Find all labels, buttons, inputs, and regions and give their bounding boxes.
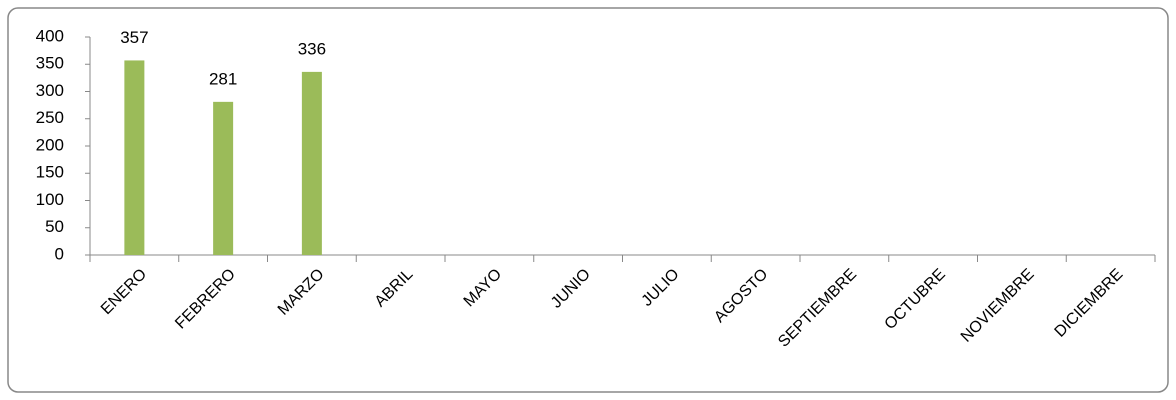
chart-frame	[7, 7, 1169, 393]
y-tick-label: 150	[36, 163, 64, 182]
y-tick-label: 200	[36, 135, 64, 154]
y-tick-label: 50	[45, 217, 64, 236]
bar	[124, 60, 145, 256]
y-tick-label: 250	[36, 108, 64, 127]
data-label: 281	[209, 69, 237, 88]
y-tick-label: 400	[36, 26, 64, 45]
bar	[301, 71, 322, 255]
y-tick-label: 0	[55, 244, 64, 263]
bar	[213, 101, 234, 255]
y-tick-label: 300	[36, 81, 64, 100]
data-label: 357	[120, 28, 148, 47]
y-tick-label: 100	[36, 190, 64, 209]
y-tick-label: 350	[36, 54, 64, 73]
data-label: 336	[298, 39, 326, 58]
